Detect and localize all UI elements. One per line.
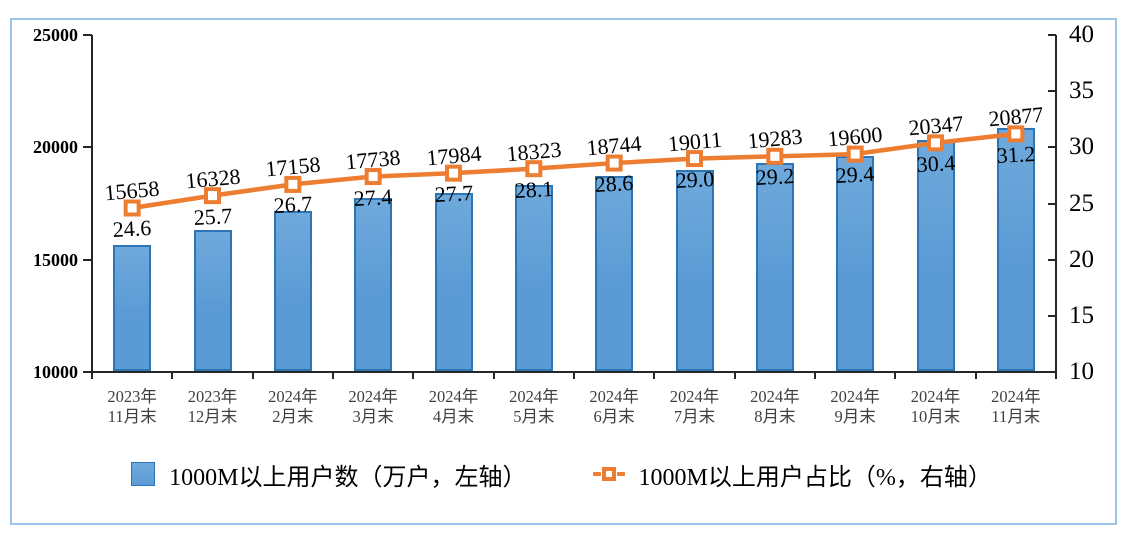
line-value-label: 27.7	[433, 180, 474, 208]
legend-item-line-series: 1000M以上用户占比（%，右轴）	[592, 457, 992, 492]
bar	[113, 244, 152, 371]
y-axis-left-tick-label: 25000	[33, 25, 78, 45]
x-tick-label: 2024年 11月末	[991, 387, 1041, 426]
x-tick-label: 2024年 8月末	[750, 387, 800, 426]
x-axis-tick	[171, 373, 174, 379]
bar	[916, 139, 955, 371]
y-axis-left-tick-label: 15000	[33, 249, 78, 270]
line-series-marker-icon	[592, 467, 625, 481]
x-axis-tick	[974, 373, 977, 379]
legend: 1000M以上用户数（万户，左轴） 1000M以上用户占比（%，右轴）	[12, 457, 1111, 491]
x-tick-label: 2024年 3月末	[348, 387, 398, 426]
line-marker-icon	[605, 154, 623, 172]
line-marker-icon	[284, 175, 302, 193]
legend-label-line-series: 1000M以上用户占比（%，右轴）	[638, 464, 992, 491]
line-marker-icon	[846, 145, 864, 163]
y-axis-right-tick-label: 40	[1069, 21, 1094, 48]
y-axis-left	[91, 35, 93, 374]
y-axis-left-tick-label: 20000	[33, 137, 78, 158]
y-axis-right-tick	[1048, 371, 1056, 373]
line-value-label: 24.6	[112, 214, 153, 242]
x-axis-tick	[814, 373, 816, 379]
bar	[514, 185, 553, 371]
line-marker-icon	[766, 147, 784, 165]
line-value-label: 29.0	[674, 165, 715, 193]
bar-series-swatch-icon	[131, 462, 156, 486]
line-value-label: 26.7	[272, 191, 313, 219]
x-axis-tick	[1055, 373, 1057, 379]
line-marker-icon	[525, 160, 543, 178]
line-marker-icon	[686, 150, 703, 168]
legend-label-bar-series: 1000M以上用户数（万户，左轴）	[169, 464, 527, 491]
line-marker-icon	[1007, 125, 1025, 143]
y-axis-right-tick-label: 25	[1069, 189, 1094, 217]
y-axis-right-tick-label: 10	[1069, 358, 1094, 385]
x-axis-tick	[91, 373, 93, 379]
line-value-label: 31.2	[995, 140, 1036, 168]
x-tick-label: 2023年 11月末	[107, 387, 157, 426]
x-tick-label: 2024年 7月末	[669, 387, 720, 426]
line-path	[131, 131, 1017, 211]
line-marker-icon	[364, 168, 382, 186]
bar	[595, 175, 634, 371]
bar	[755, 163, 794, 371]
y-axis-right-tick-label: 30	[1069, 133, 1094, 161]
line-marker-icon	[445, 164, 462, 182]
y-axis-left-tick	[83, 146, 92, 149]
bar	[675, 169, 714, 371]
y-axis-right	[1055, 35, 1057, 374]
line-marker-icon	[204, 187, 221, 205]
line-value-label: 30.4	[915, 149, 956, 177]
legend-item-bar-series: 1000M以上用户数（万户，左轴）	[131, 457, 527, 492]
bar	[193, 229, 232, 371]
y-axis-right-tick	[1048, 314, 1056, 317]
x-axis-tick	[492, 373, 495, 379]
y-axis-right-tick	[1048, 90, 1056, 93]
x-axis-tick	[332, 373, 334, 379]
x-tick-label: 2024年 10月末	[910, 387, 961, 426]
x-axis-tick	[573, 373, 575, 379]
y-axis-right-tick-label: 15	[1069, 301, 1094, 329]
x-tick-label: 2024年 9月末	[830, 387, 880, 426]
y-axis-right-tick	[1048, 258, 1056, 261]
y-axis-right-tick-label: 20	[1069, 245, 1094, 273]
line-marker-icon	[927, 134, 944, 152]
bar	[273, 211, 312, 371]
y-axis-left-tick	[83, 34, 92, 36]
line-value-label: 28.6	[594, 170, 635, 198]
y-axis-left-tick	[83, 371, 92, 373]
line-value-label: 29.2	[754, 163, 795, 191]
line-value-label: 28.1	[513, 175, 554, 203]
x-axis-tick	[733, 373, 736, 379]
line-value-label: 25.7	[192, 202, 233, 230]
x-axis	[91, 371, 1057, 373]
y-axis-left-tick	[83, 258, 92, 261]
x-tick-label: 2023年 12月末	[187, 387, 238, 426]
x-tick-label: 2024年 6月末	[589, 387, 639, 426]
y-axis-right-tick	[1048, 146, 1056, 149]
y-axis-right-tick	[1048, 202, 1056, 205]
line-marker-icon	[123, 199, 141, 217]
x-axis-tick	[412, 373, 415, 379]
bar	[434, 192, 473, 371]
x-tick-label: 2024年 2月末	[268, 387, 318, 426]
bar	[354, 198, 393, 371]
line-value-label: 29.4	[835, 161, 876, 189]
line-series	[123, 125, 1025, 217]
x-axis-tick	[251, 373, 254, 379]
y-axis-right-tick-label: 35	[1069, 77, 1094, 105]
x-axis-tick	[653, 373, 656, 379]
bar	[996, 127, 1035, 371]
y-axis-right-tick	[1048, 34, 1056, 36]
x-tick-label: 2024年 5月末	[509, 387, 559, 426]
x-tick-label: 2024年 4月末	[428, 387, 479, 426]
x-axis-tick	[894, 373, 897, 379]
line-value-label: 27.4	[353, 183, 394, 211]
y-axis-left-tick-label: 10000	[33, 362, 78, 382]
